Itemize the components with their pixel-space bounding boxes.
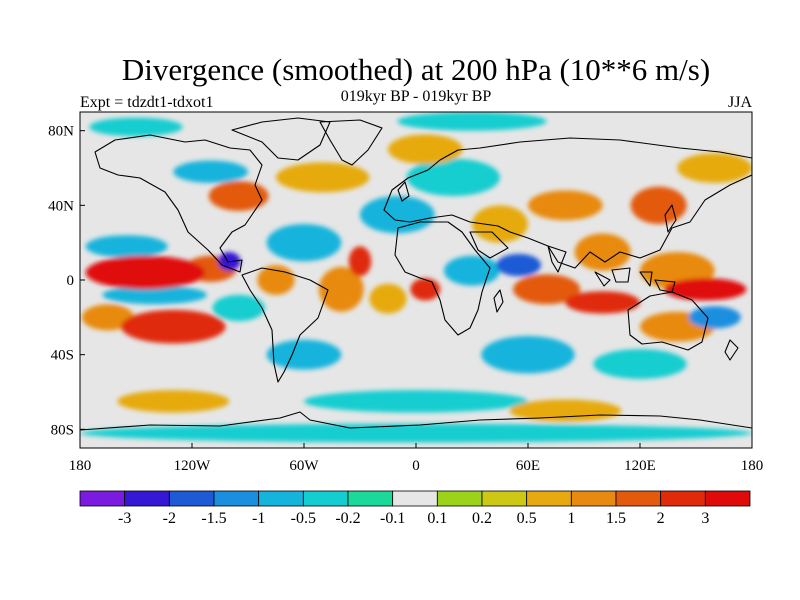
left-string: Expt = tdzdt1-tdxot1 [80, 94, 213, 111]
contour-region-11 [348, 246, 372, 277]
x-axis-ticks: 180 120W 60W 0 60E 120E 180 [69, 443, 764, 474]
colorbar-box-2 [168, 490, 215, 507]
colorbar: -3 -2 -1.5 -1 -0.5 -0.2 -0.1 0.1 0.2 0.5 1 1.5 2 3 [79, 490, 751, 527]
contour-region-37 [117, 390, 230, 413]
contour-region-33 [677, 153, 752, 183]
contour-region-24 [513, 274, 581, 305]
colorbar-box-5 [302, 490, 349, 507]
y-tick-label-0: 80N [48, 124, 74, 140]
x-tick-label-2: 60W [289, 458, 319, 474]
contour-region-20 [388, 134, 463, 165]
colorbar-label-11: 1.5 [606, 510, 626, 527]
contour-region-31 [528, 190, 603, 221]
contour-region-2 [121, 309, 226, 344]
contour-region-28 [664, 278, 747, 301]
contour-region-22 [444, 255, 500, 286]
colorbar-box-9 [481, 490, 528, 507]
colorbar-box-14 [704, 490, 751, 507]
contour-region-19 [406, 158, 501, 196]
colorbar-label-4: -0.5 [291, 510, 316, 527]
colorbar-label-2: -1.5 [201, 510, 226, 527]
colorbar-box-0 [79, 490, 126, 507]
contour-region-38 [509, 399, 622, 422]
contour-region-5 [102, 285, 207, 305]
contour-region-41 [397, 112, 547, 131]
colorbar-label-3: -1 [252, 510, 265, 527]
colorbar-box-7 [392, 490, 438, 507]
contour-region-16 [208, 181, 269, 211]
colorbar-box-13 [660, 490, 706, 507]
contour-region-30 [688, 306, 741, 329]
x-tick-label-4: 60E [516, 458, 540, 474]
colorbar-box-12 [615, 490, 662, 507]
contour-region-40 [89, 117, 183, 137]
contour-region-0 [85, 255, 206, 290]
contour-region-13 [266, 339, 342, 370]
colorbar-label-7: 0.1 [427, 510, 447, 527]
x-tick-label-1: 120W [174, 458, 212, 474]
y-tick-label-2: 0 [67, 273, 75, 289]
coastlines [80, 117, 752, 431]
colorbar-label-5: -0.2 [335, 510, 360, 527]
contour-region-35 [593, 349, 687, 379]
contour-region-26 [574, 233, 631, 271]
x-tick-label-3: 0 [412, 458, 420, 474]
x-tick-label-6: 180 [741, 458, 764, 474]
contour-region-7 [212, 294, 265, 322]
contour-region-36 [304, 390, 528, 413]
contour-region-3 [81, 304, 135, 331]
contour-region-15 [360, 196, 435, 234]
colorbar-label-8: 0.2 [472, 510, 492, 527]
contour-region-8 [257, 265, 295, 295]
colorbar-box-1 [124, 490, 170, 507]
y-tick-label-3: 40S [51, 348, 74, 364]
right-string: JJA [728, 94, 752, 111]
divergence-contours [80, 112, 752, 443]
colorbar-label-6: -0.1 [380, 510, 405, 527]
x-tick-label-0: 180 [69, 458, 92, 474]
y-axis-ticks: 80N 40N 0 40S 80S [48, 124, 85, 438]
contour-region-17 [276, 162, 370, 193]
colorbar-label-1: -2 [163, 510, 176, 527]
contour-region-25 [565, 291, 641, 314]
colorbar-label-0: -3 [118, 510, 131, 527]
colorbar-box-6 [347, 490, 394, 507]
x-tick-label-5: 120E [624, 458, 656, 474]
contour-region-34 [481, 336, 575, 374]
colorbar-label-13: 3 [701, 510, 709, 527]
colorbar-box-3 [213, 490, 260, 507]
y-tick-label-1: 40N [48, 198, 74, 214]
colorbar-label-10: 1 [567, 510, 575, 527]
contour-region-14 [266, 224, 342, 262]
contour-region-39 [80, 423, 752, 443]
colorbar-label-12: 2 [657, 510, 665, 527]
chart-title: Divergence (smoothed) at 200 hPa (10**6 … [122, 52, 710, 87]
center-string: 019kyr BP - 019kyr BP [341, 88, 492, 105]
contour-region-10 [369, 283, 407, 314]
y-tick-label-4: 80S [51, 422, 74, 438]
contour-region-9 [318, 266, 364, 312]
contour-region-6 [85, 235, 168, 258]
colorbar-box-4 [258, 490, 304, 507]
map-panel [80, 112, 752, 448]
contour-region-18 [173, 160, 248, 183]
colorbar-box-8 [436, 490, 483, 507]
colorbar-box-10 [526, 490, 572, 507]
contour-region-32 [630, 186, 687, 224]
contour-region-23 [496, 253, 542, 277]
colorbar-label-9: 0.5 [517, 510, 537, 527]
colorbar-box-11 [570, 490, 617, 507]
